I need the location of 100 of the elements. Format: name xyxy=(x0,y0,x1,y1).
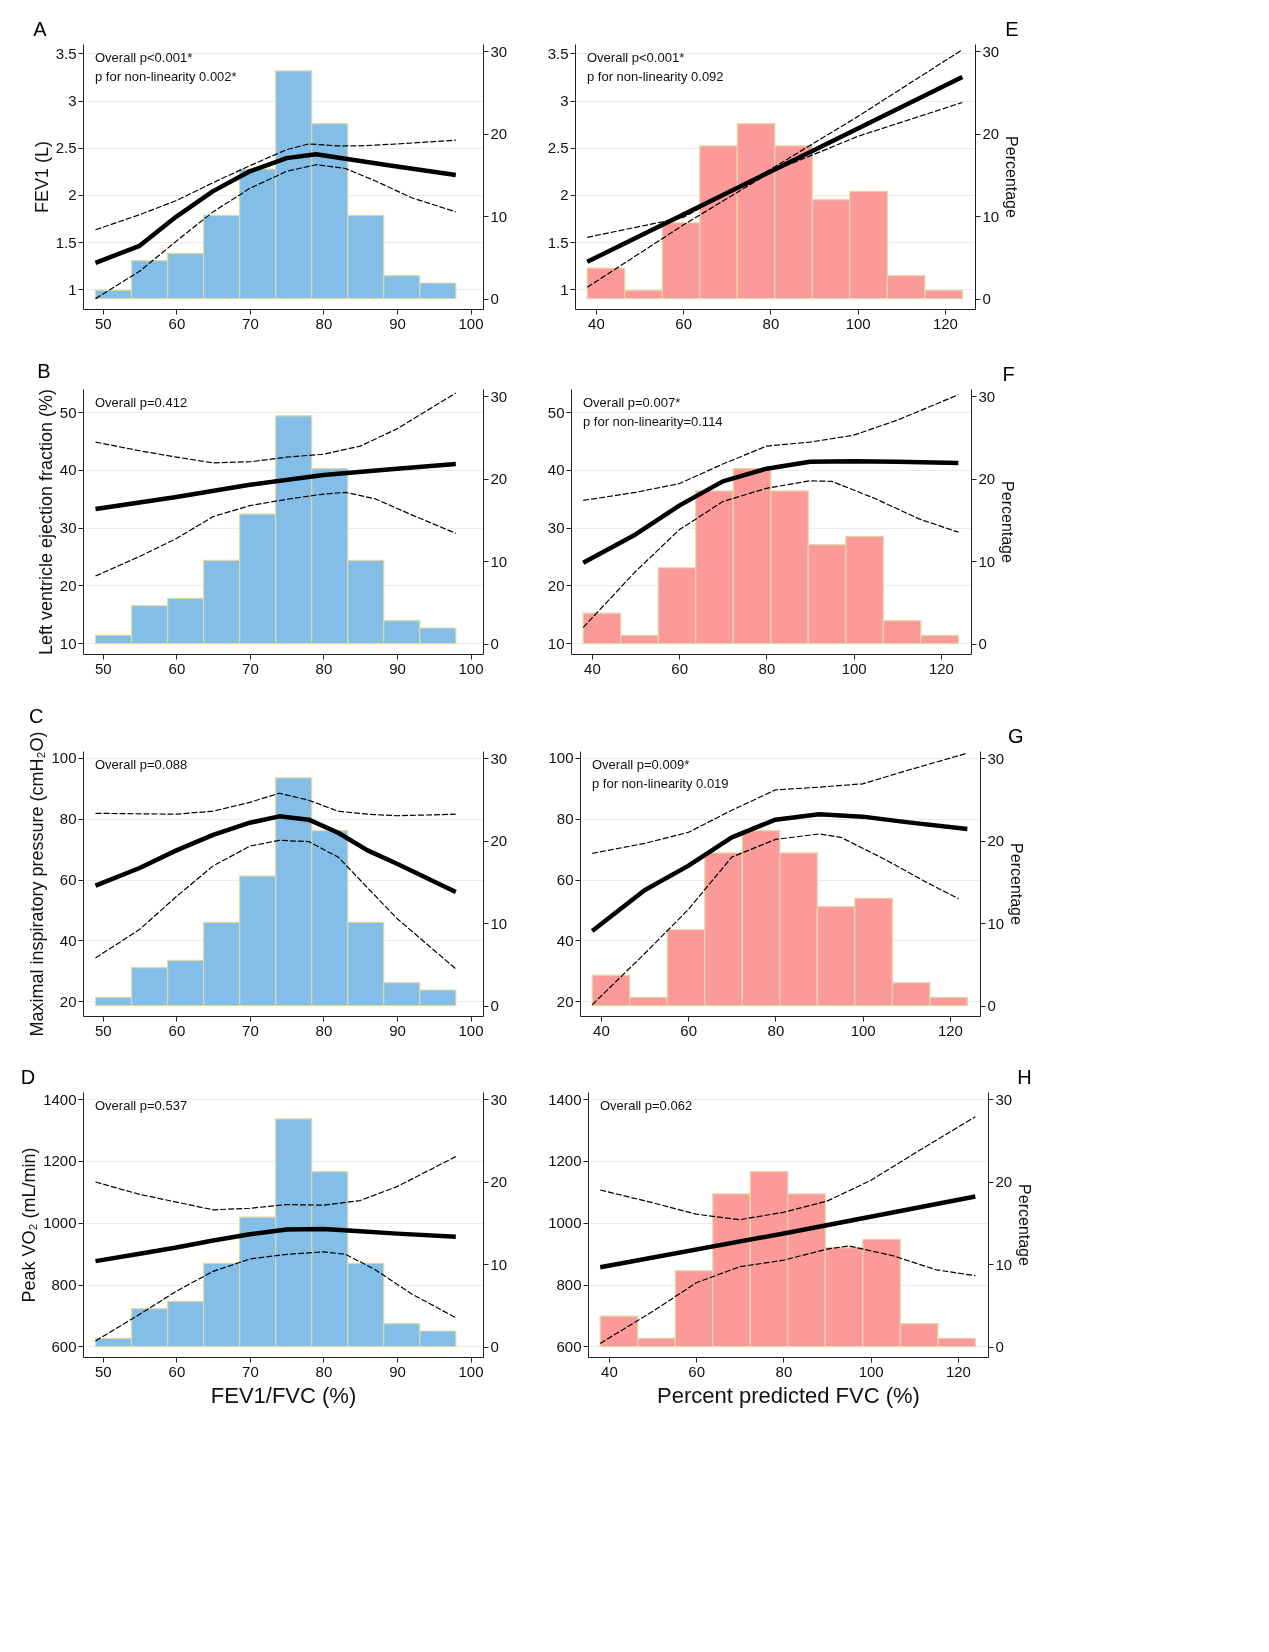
y-axis-title: Left ventricle ejection fraction (%) xyxy=(35,388,56,656)
chart-title: B xyxy=(37,359,51,382)
line-series xyxy=(589,811,970,934)
y2-axis-title: Percentage xyxy=(999,481,1017,564)
x-tick-label: 90 xyxy=(389,659,406,677)
y-tick-label: 40 xyxy=(547,461,565,479)
y-tick-label: 800 xyxy=(556,1276,582,1294)
line-series xyxy=(94,164,457,300)
annotation: Overall p=0.062 xyxy=(600,1098,693,1113)
y-tick-label: 1 xyxy=(560,280,569,298)
line-series xyxy=(93,1226,459,1264)
y2-tick-label: 20 xyxy=(982,125,1000,143)
y2-tick-label: 10 xyxy=(490,552,508,570)
y2-tick-label: 0 xyxy=(490,635,499,653)
y-tick-label: 10 xyxy=(547,634,565,652)
y2-tick-label: 10 xyxy=(995,1255,1013,1273)
chart-title: A xyxy=(33,18,48,40)
y-tick-label: 60 xyxy=(556,871,574,889)
y2-tick-label: 20 xyxy=(490,1173,508,1191)
y-tick-label: 3 xyxy=(68,92,77,110)
x-tick-label: 120 xyxy=(937,1021,963,1039)
y2-tick-label: 20 xyxy=(978,470,996,488)
y-tick-label: 3.5 xyxy=(547,44,569,62)
y-tick-label: 80 xyxy=(59,810,77,828)
annotation: Overall p<0.001* xyxy=(587,50,685,65)
y2-tick-label: 30 xyxy=(982,42,1000,60)
x-tick-label: 70 xyxy=(242,659,259,677)
x-tick-label: 80 xyxy=(315,659,333,677)
y2-tick-label: 20 xyxy=(987,832,1005,850)
line-series xyxy=(591,833,960,1006)
y-axis-title: Maximal inspiratory pressure (cmH₂O) xyxy=(27,731,48,1037)
x-tick-label: 50 xyxy=(95,1362,112,1380)
y2-tick-label: 30 xyxy=(490,1090,508,1108)
y-tick-label: 3.5 xyxy=(55,44,77,62)
y-tick-label: 1200 xyxy=(43,1152,77,1170)
y2-axis-title: Percentage xyxy=(1008,843,1026,926)
x-tick-label: 80 xyxy=(767,1021,785,1039)
line-series xyxy=(94,392,457,464)
x-tick-label: 90 xyxy=(389,314,406,332)
line-series xyxy=(94,792,457,817)
x-tick-label: 100 xyxy=(841,659,867,677)
y2-tick-label: 0 xyxy=(490,997,499,1015)
x-tick-label: 60 xyxy=(671,659,689,677)
x-tick-label: 80 xyxy=(315,1362,333,1380)
x-axis-title: Percent predicted FVC (%) xyxy=(657,1382,920,1408)
y2-tick-label: 10 xyxy=(490,207,508,225)
line-series xyxy=(599,1116,976,1221)
y2-tick-label: 20 xyxy=(490,470,508,488)
y2-tick-label: 0 xyxy=(995,1338,1004,1356)
chart-title: C xyxy=(28,704,44,727)
y-tick-label: 20 xyxy=(556,992,574,1010)
y-tick-label: 600 xyxy=(556,1337,582,1355)
y-tick-label: 1 xyxy=(68,280,77,298)
x-tick-label: 80 xyxy=(315,314,333,332)
chart-title: F xyxy=(1002,363,1015,385)
annotation: p for non-linearity 0.002* xyxy=(95,69,237,84)
line-series xyxy=(580,458,961,566)
y2-tick-label: 10 xyxy=(978,552,996,570)
y2-axis-title: Percentage xyxy=(1003,136,1021,219)
y2-tick-label: 0 xyxy=(490,1338,499,1356)
y-tick-label: 80 xyxy=(556,810,574,828)
y2-tick-label: 30 xyxy=(978,387,996,405)
y2-tick-label: 30 xyxy=(995,1090,1013,1108)
x-tick-label: 80 xyxy=(762,314,780,332)
annotation: Overall p=0.537 xyxy=(95,1098,188,1113)
y2-tick-label: 10 xyxy=(490,1255,508,1273)
y-tick-label: 60 xyxy=(59,871,77,889)
x-tick-label: 70 xyxy=(242,1362,259,1380)
y-tick-label: 40 xyxy=(59,931,77,949)
annotation: p for non-linearity=0.114 xyxy=(583,414,723,429)
y2-tick-label: 30 xyxy=(490,749,508,767)
line-series xyxy=(94,491,457,577)
x-tick-label: 70 xyxy=(242,314,259,332)
line-series xyxy=(93,152,459,266)
chart-title: G xyxy=(1008,724,1024,747)
x-tick-label: 100 xyxy=(458,1362,484,1380)
annotation: p for non-linearity 0.092 xyxy=(587,69,724,84)
y-tick-label: 50 xyxy=(547,403,565,421)
annotation: Overall p=0.009* xyxy=(592,757,690,772)
y-tick-label: 20 xyxy=(59,992,77,1010)
line-series xyxy=(94,139,457,231)
y-tick-label: 2 xyxy=(68,186,77,204)
x-tick-label: 100 xyxy=(458,1021,484,1039)
x-tick-label: 60 xyxy=(675,314,693,332)
x-tick-label: 100 xyxy=(458,314,484,332)
x-tick-label: 40 xyxy=(588,314,605,332)
y-tick-label: 1000 xyxy=(548,1214,582,1232)
y-tick-label: 1200 xyxy=(548,1152,582,1170)
x-tick-label: 60 xyxy=(168,1021,186,1039)
y-axis-title: Peak VO₂ (mL/min) xyxy=(19,1147,40,1303)
chart-title: E xyxy=(1005,18,1019,40)
x-tick-label: 80 xyxy=(315,1021,333,1039)
y-tick-label: 3 xyxy=(560,92,569,110)
y2-tick-label: 30 xyxy=(490,387,508,405)
y-tick-label: 10 xyxy=(59,634,77,652)
y-axis-title: FEV1 (L) xyxy=(31,140,52,214)
x-tick-label: 60 xyxy=(168,314,186,332)
y2-axis-title: Percentage xyxy=(1016,1184,1034,1267)
y2-tick-label: 0 xyxy=(987,997,996,1015)
y-tick-label: 1400 xyxy=(43,1090,77,1108)
